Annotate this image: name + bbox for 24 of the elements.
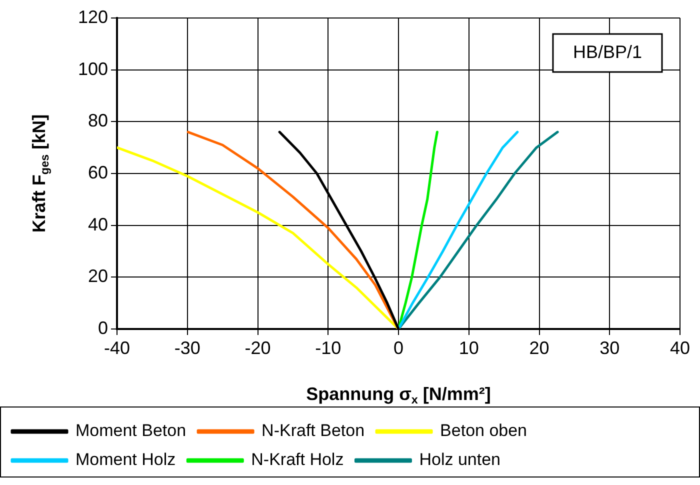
annotation: HB/BP/1 (572, 42, 642, 62)
x-tick-label: 30 (600, 338, 620, 358)
x-tick-label: -30 (174, 338, 200, 358)
y-tick-label: 0 (98, 318, 108, 338)
y-tick-label: 40 (88, 214, 108, 234)
y-tick-label: 80 (88, 110, 108, 131)
y-tick-label: 100 (78, 58, 108, 79)
legend-label: Beton oben (440, 421, 528, 440)
x-tick-label: 0 (393, 338, 404, 358)
y-tick-label: 20 (88, 266, 108, 286)
x-tick-label: 10 (458, 338, 479, 358)
x-tick-label: -10 (315, 338, 342, 358)
x-tick-label: 20 (529, 338, 550, 358)
y-tick-label: 120 (78, 6, 108, 27)
y-axis-title: Kraft Fges [kN] (28, 114, 52, 233)
legend-label: Moment Holz (76, 450, 176, 470)
legend-label: N-Kraft Beton (262, 421, 365, 440)
x-tick-label: -20 (244, 338, 271, 358)
x-tick-label: -40 (104, 338, 130, 358)
legend-label: Holz unten (419, 450, 500, 470)
legend-label: Moment Beton (76, 421, 186, 440)
y-tick-label: 60 (88, 162, 108, 182)
x-tick-label: 40 (670, 338, 690, 358)
legend-label: N-Kraft Holz (251, 450, 344, 470)
